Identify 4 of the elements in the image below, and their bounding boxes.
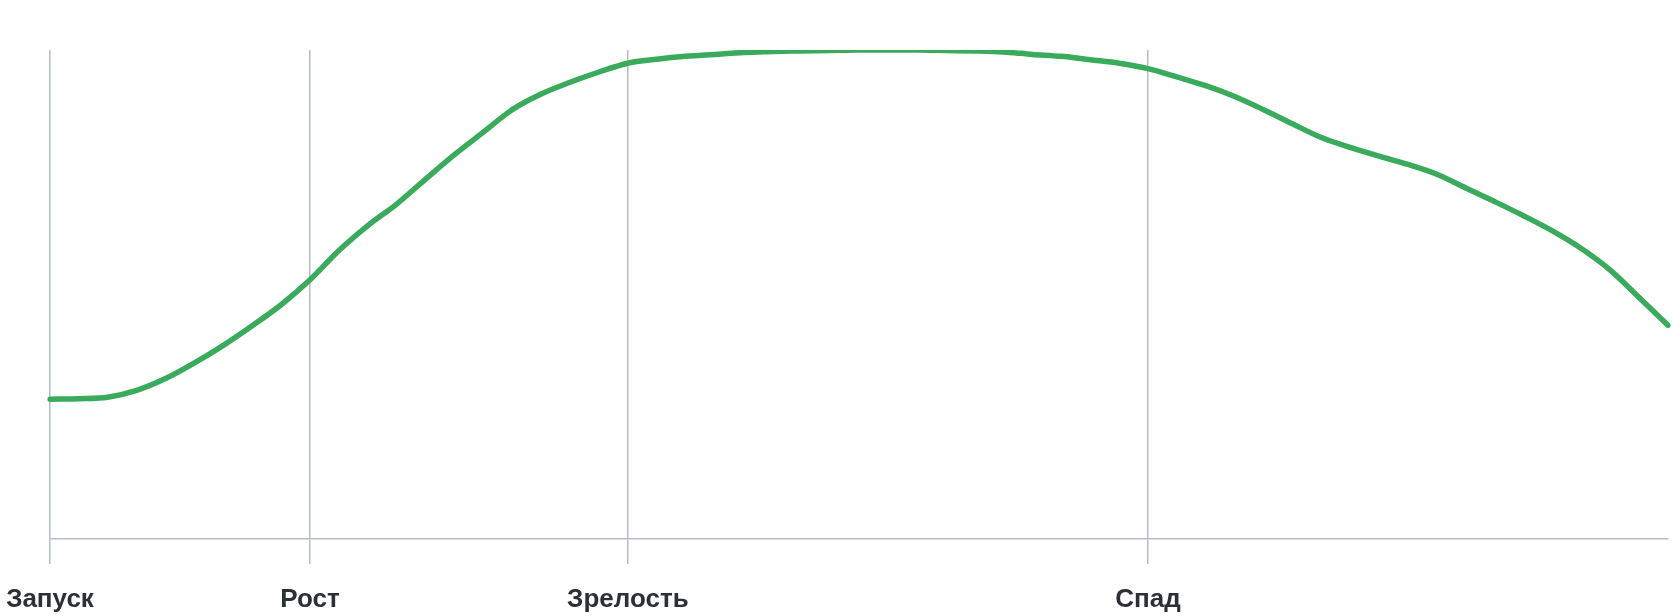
- x-tick-label: Зрелость: [567, 582, 689, 613]
- x-tick-label: Рост: [280, 582, 341, 613]
- x-tick-label: Запуск: [6, 582, 95, 613]
- x-tick-label: Спад: [1115, 582, 1182, 613]
